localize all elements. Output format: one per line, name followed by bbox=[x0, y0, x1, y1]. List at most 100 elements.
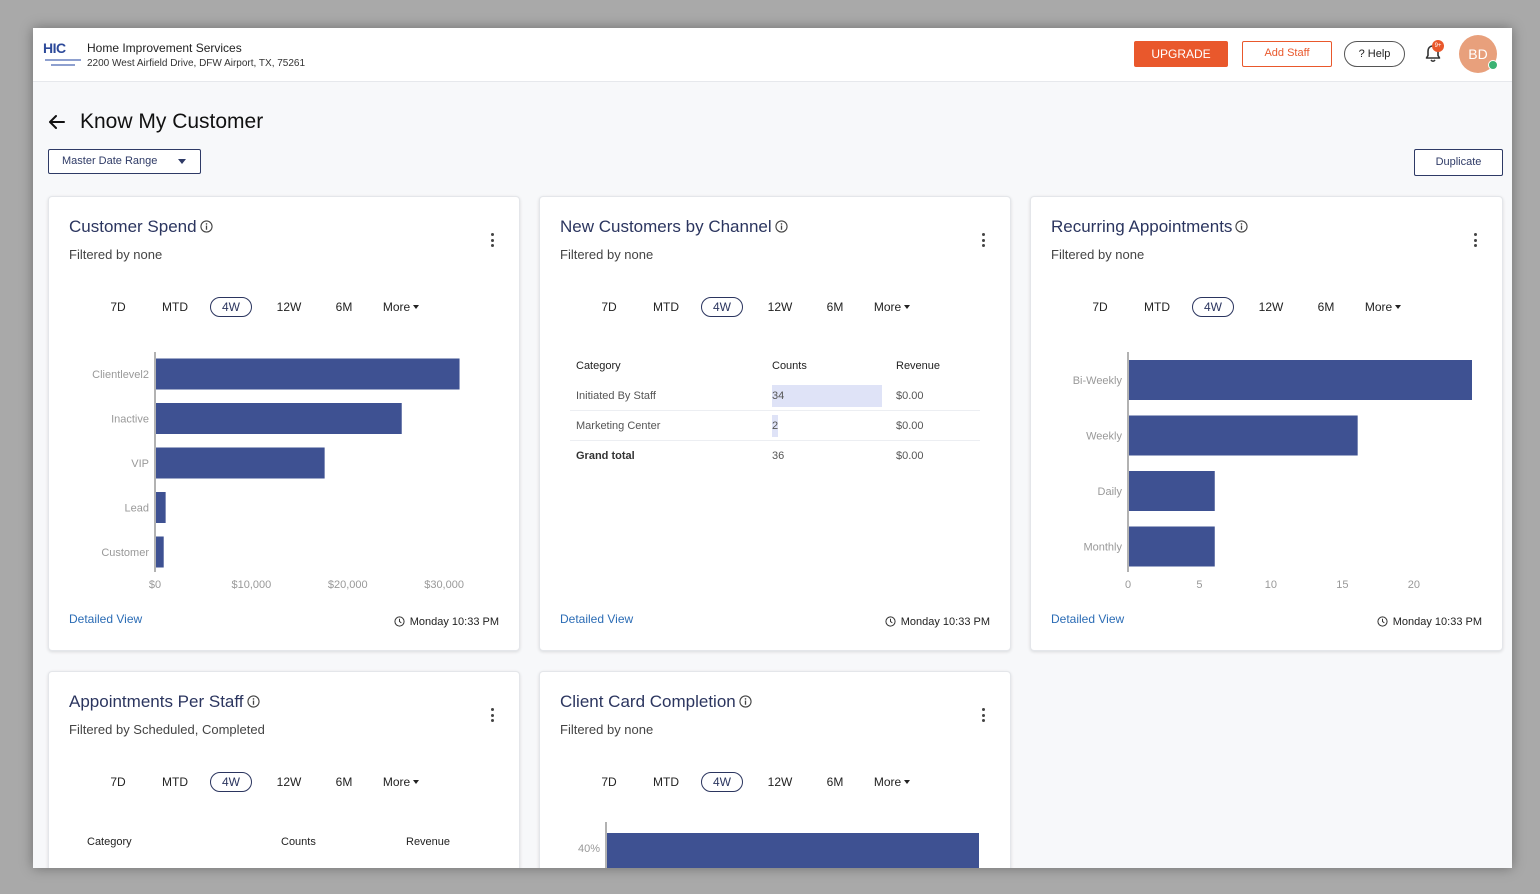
range-7d[interactable]: 7D bbox=[601, 775, 617, 789]
range-12w[interactable]: 12W bbox=[1258, 300, 1284, 314]
range-more[interactable]: More bbox=[375, 297, 427, 317]
info-icon[interactable] bbox=[246, 695, 260, 708]
x-tick-label: 20 bbox=[1408, 579, 1420, 591]
range-4w[interactable]: 4W bbox=[701, 772, 743, 792]
x-tick-label: $10,000 bbox=[231, 579, 271, 591]
range-more[interactable]: More bbox=[1357, 297, 1409, 317]
range-7d[interactable]: 7D bbox=[110, 775, 126, 789]
count-bar bbox=[772, 385, 882, 407]
client-card-completion-chart: 40% bbox=[578, 822, 979, 868]
bar[interactable] bbox=[156, 447, 325, 479]
detailed-view-link[interactable]: Detailed View bbox=[69, 612, 143, 626]
x-tick-label: $0 bbox=[149, 579, 161, 591]
duplicate-button[interactable]: Duplicate bbox=[1414, 149, 1503, 176]
caret-down-icon bbox=[178, 159, 186, 164]
channel-table: Category Counts Revenue Initiated By Sta… bbox=[570, 351, 980, 471]
bar[interactable] bbox=[1129, 471, 1215, 511]
range-6m[interactable]: 6M bbox=[1317, 300, 1335, 314]
card-filter-text: Filtered by none bbox=[69, 247, 163, 262]
range-more[interactable]: More bbox=[866, 772, 918, 792]
revenue-cell: $0.00 bbox=[896, 390, 924, 402]
staff-table: Category Counts Revenue bbox=[79, 827, 489, 857]
info-icon[interactable] bbox=[775, 220, 788, 233]
count-cell: 34 bbox=[772, 390, 785, 402]
info-icon[interactable] bbox=[199, 220, 213, 233]
range-4w[interactable]: 4W bbox=[210, 297, 252, 317]
range-mtd[interactable]: MTD bbox=[653, 775, 679, 789]
range-7d[interactable]: 7D bbox=[601, 300, 617, 314]
range-4w[interactable]: 4W bbox=[210, 772, 252, 792]
avatar[interactable]: BD bbox=[1459, 35, 1497, 73]
kebab-menu-icon[interactable] bbox=[491, 233, 495, 249]
x-tick-label: $20,000 bbox=[328, 579, 368, 591]
range-6m[interactable]: 6M bbox=[335, 300, 353, 314]
table-total-row: Grand total 36 $0.00 bbox=[570, 441, 980, 471]
range-6m[interactable]: 6M bbox=[826, 775, 844, 789]
range-12w[interactable]: 12W bbox=[276, 775, 302, 789]
bar[interactable] bbox=[1129, 526, 1215, 567]
kebab-menu-icon[interactable] bbox=[1474, 233, 1478, 249]
add-staff-button[interactable]: Add Staff bbox=[1242, 41, 1332, 67]
date-range-label: Master Date Range bbox=[62, 155, 158, 167]
kebab-menu-icon[interactable] bbox=[982, 708, 986, 724]
new-customers-by-channel-card: New Customers by Channel Filtered by non… bbox=[539, 196, 1011, 651]
last-updated: Monday 10:33 PM bbox=[1377, 616, 1482, 628]
kebab-menu-icon[interactable] bbox=[982, 233, 986, 249]
range-mtd[interactable]: MTD bbox=[162, 300, 188, 314]
clock-icon bbox=[885, 616, 896, 627]
card-title: Recurring Appointments bbox=[1051, 217, 1249, 237]
x-tick-label: 0 bbox=[1125, 579, 1131, 591]
online-status-dot bbox=[1488, 60, 1498, 70]
y-tick-label: Inactive bbox=[111, 414, 149, 426]
kebab-menu-icon[interactable] bbox=[491, 708, 495, 724]
range-6m[interactable]: 6M bbox=[826, 300, 844, 314]
bar[interactable] bbox=[156, 403, 402, 434]
logo-tagline-line bbox=[45, 59, 81, 61]
bar[interactable] bbox=[1129, 360, 1472, 400]
help-button[interactable]: ? Help bbox=[1344, 41, 1405, 67]
card-title: New Customers by Channel bbox=[560, 217, 788, 237]
y-tick-label: Lead bbox=[125, 503, 149, 515]
range-7d[interactable]: 7D bbox=[110, 300, 126, 314]
bar[interactable] bbox=[156, 492, 166, 523]
x-tick-label: $30,000 bbox=[424, 579, 464, 591]
table-row[interactable]: Initiated By Staff 34 $0.00 bbox=[570, 381, 980, 411]
last-updated: Monday 10:33 PM bbox=[885, 616, 990, 628]
range-4w[interactable]: 4W bbox=[701, 297, 743, 317]
client-card-completion-card: Client Card Completion Filtered by none … bbox=[539, 671, 1011, 868]
info-icon[interactable] bbox=[739, 695, 752, 708]
info-icon[interactable] bbox=[1235, 220, 1249, 233]
detailed-view-link[interactable]: Detailed View bbox=[1051, 612, 1125, 626]
recurring-appointments-card: Recurring Appointments Filtered by none … bbox=[1030, 196, 1503, 651]
x-tick-label: 15 bbox=[1336, 579, 1348, 591]
bar[interactable] bbox=[607, 833, 979, 868]
range-more[interactable]: More bbox=[375, 772, 427, 792]
range-mtd[interactable]: MTD bbox=[162, 775, 188, 789]
business-address: 2200 West Airfield Drive, DFW Airport, T… bbox=[87, 58, 306, 69]
back-arrow-icon[interactable] bbox=[47, 112, 67, 132]
range-12w[interactable]: 12W bbox=[767, 775, 793, 789]
detailed-view-link[interactable]: Detailed View bbox=[560, 612, 634, 626]
master-date-range-dropdown[interactable]: Master Date Range bbox=[48, 149, 201, 174]
range-12w[interactable]: 12W bbox=[276, 300, 302, 314]
table-row[interactable]: Marketing Center 2 $0.00 bbox=[570, 411, 980, 441]
page-title: Know My Customer bbox=[80, 110, 264, 133]
logo-tagline-line bbox=[51, 64, 75, 66]
business-name: Home Improvement Services bbox=[87, 41, 242, 55]
range-4w[interactable]: 4W bbox=[1192, 297, 1234, 317]
bar[interactable] bbox=[156, 358, 460, 390]
range-mtd[interactable]: MTD bbox=[653, 300, 679, 314]
caret-down-icon bbox=[413, 305, 420, 309]
company-logo[interactable]: HIC bbox=[43, 40, 83, 72]
upgrade-button[interactable]: UPGRADE bbox=[1134, 41, 1228, 67]
card-title: Client Card Completion bbox=[560, 692, 752, 712]
range-more[interactable]: More bbox=[866, 297, 918, 317]
range-7d[interactable]: 7D bbox=[1092, 300, 1108, 314]
customer-spend-chart: Clientlevel2 Inactive VIP Lead Customer $0 $10… bbox=[92, 352, 464, 591]
bar[interactable] bbox=[156, 536, 164, 568]
range-6m[interactable]: 6M bbox=[335, 775, 353, 789]
range-mtd[interactable]: MTD bbox=[1144, 300, 1170, 314]
category-cell: Initiated By Staff bbox=[576, 390, 656, 402]
bar[interactable] bbox=[1129, 415, 1358, 456]
range-12w[interactable]: 12W bbox=[767, 300, 793, 314]
